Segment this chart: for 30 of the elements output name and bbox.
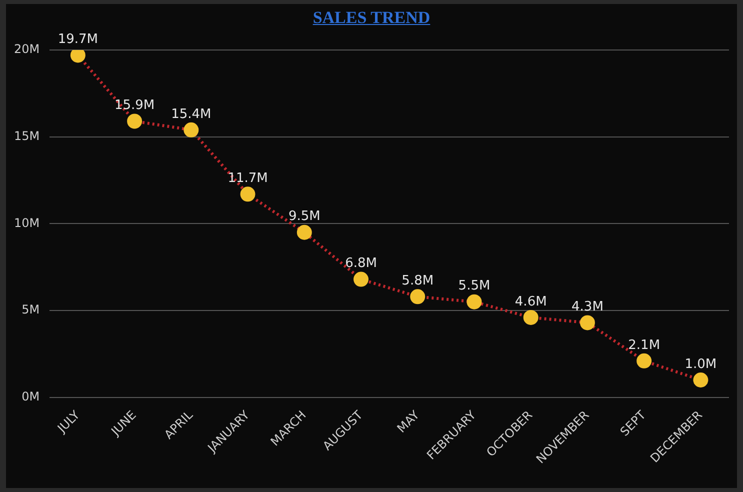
point: [240, 186, 256, 202]
data-label: 2.1M: [628, 338, 660, 353]
point: [184, 122, 199, 138]
data-label: 1.0M: [684, 356, 717, 372]
point: [296, 224, 312, 240]
data-label: 15.9M: [114, 98, 155, 114]
data-label: 4.3M: [572, 300, 604, 315]
data-label: 6.8M: [345, 256, 377, 272]
y-tick-label: 20M: [14, 42, 40, 56]
y-tick-label: 10M: [14, 216, 40, 230]
point: [580, 315, 595, 330]
point: [410, 289, 426, 304]
point: [466, 294, 482, 310]
y-tick-label: 0M: [22, 390, 40, 404]
point: [693, 372, 708, 388]
data-label: 4.6M: [514, 294, 547, 310]
data-label: 11.7M: [228, 171, 268, 186]
data-label: 5.5M: [458, 278, 490, 294]
y-tick-label: 15M: [14, 128, 40, 143]
data-label: 5.8M: [402, 274, 434, 289]
point: [354, 272, 369, 287]
point: [70, 50, 86, 63]
point: [127, 114, 142, 129]
data-label: 9.5M: [288, 209, 320, 224]
point: [523, 310, 538, 325]
data-label: 15.4M: [171, 106, 212, 122]
chart-title: SALES TREND: [312, 8, 432, 28]
point: [636, 353, 652, 368]
y-tick-label: 5M: [22, 302, 40, 317]
data-label: 19.7M: [58, 32, 98, 48]
